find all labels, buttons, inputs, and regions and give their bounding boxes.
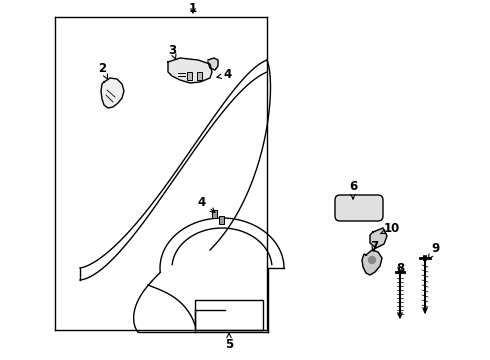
Text: 10: 10	[381, 221, 400, 234]
Text: 2: 2	[98, 62, 108, 80]
Text: 4: 4	[217, 68, 232, 81]
Polygon shape	[370, 228, 387, 248]
Polygon shape	[208, 58, 218, 70]
FancyBboxPatch shape	[212, 210, 217, 218]
FancyBboxPatch shape	[219, 216, 224, 224]
Text: 8: 8	[396, 261, 404, 274]
Text: 4: 4	[198, 195, 215, 212]
FancyBboxPatch shape	[197, 72, 202, 80]
Text: 1: 1	[189, 1, 197, 14]
Text: 9: 9	[428, 242, 439, 260]
Text: 3: 3	[168, 44, 176, 59]
FancyBboxPatch shape	[335, 195, 383, 221]
Polygon shape	[362, 250, 382, 275]
Polygon shape	[168, 58, 212, 83]
Circle shape	[368, 256, 375, 264]
Polygon shape	[101, 78, 124, 108]
Text: 6: 6	[349, 180, 357, 199]
Text: 7: 7	[370, 240, 378, 253]
Text: 5: 5	[225, 333, 233, 351]
FancyBboxPatch shape	[187, 72, 192, 80]
Bar	[195, 300, 263, 330]
